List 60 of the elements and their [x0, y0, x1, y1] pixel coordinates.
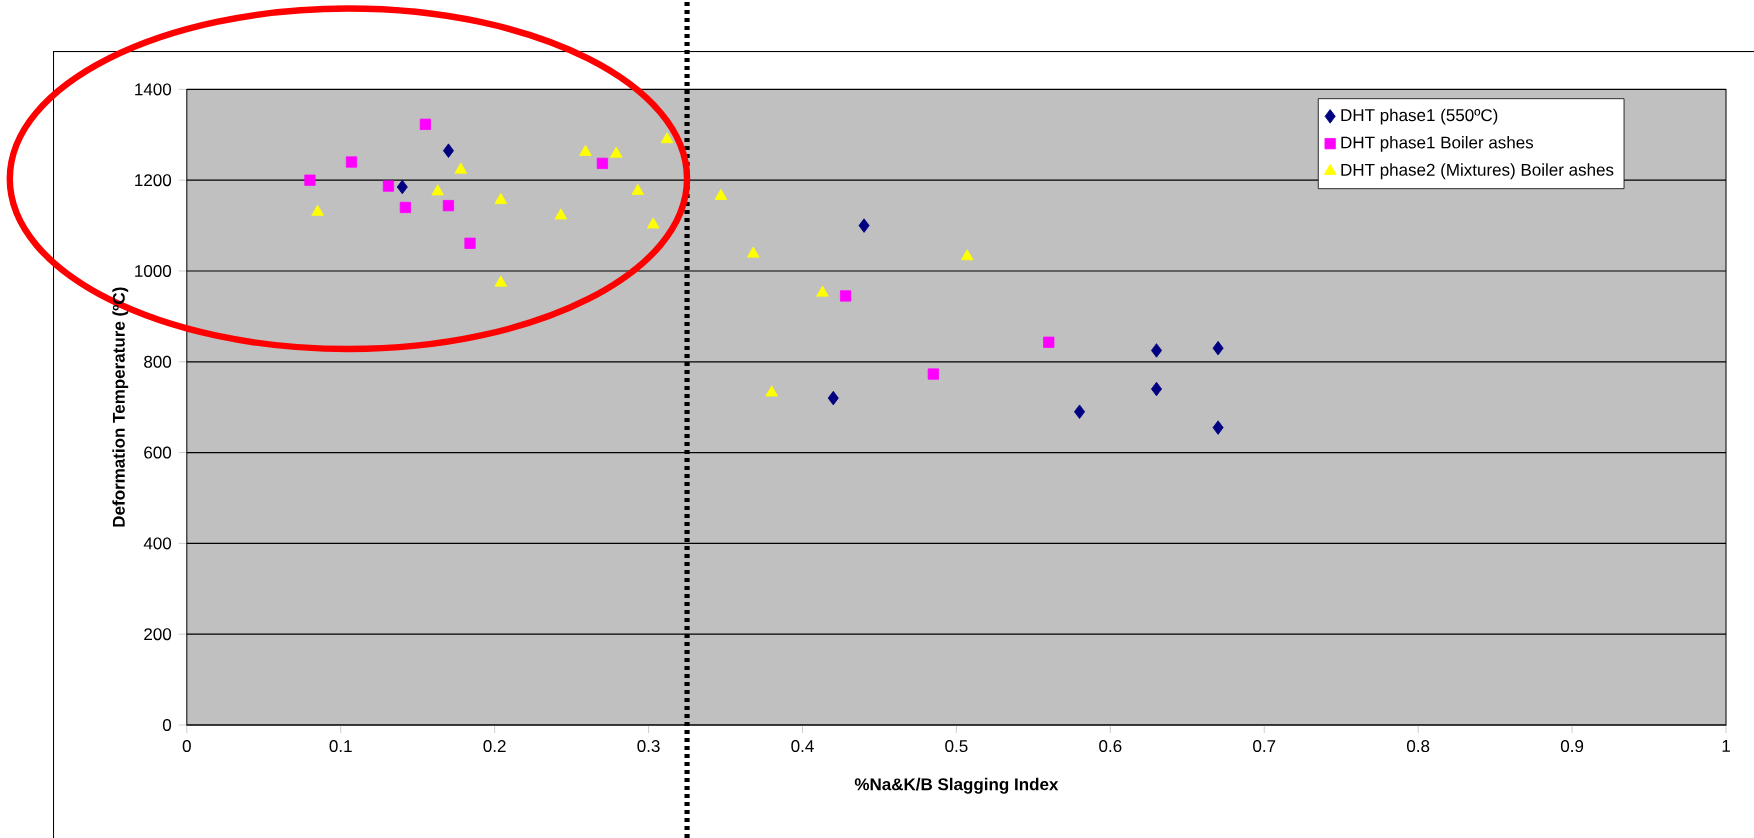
point — [1074, 404, 1086, 419]
point — [442, 143, 454, 158]
point — [419, 118, 431, 130]
point — [596, 157, 608, 169]
point — [714, 188, 728, 200]
point — [746, 246, 760, 258]
y-tick-label: 1200 — [135, 174, 172, 187]
point — [494, 275, 508, 287]
point — [646, 217, 660, 229]
point — [1212, 420, 1224, 435]
point — [827, 390, 839, 406]
point — [765, 385, 778, 397]
x-tick-label: 0.9 — [1560, 740, 1584, 753]
point — [454, 162, 468, 174]
point — [345, 156, 358, 168]
point — [1151, 343, 1163, 358]
point — [442, 200, 455, 212]
x-tick-label: 0.1 — [329, 740, 352, 753]
x-tick-label: 0.7 — [1253, 740, 1276, 753]
y-axis-title: Deformation Temperature (ºC) — [112, 287, 129, 527]
point — [1043, 336, 1055, 348]
x-tick-label: 0.2 — [483, 740, 506, 753]
point — [609, 146, 623, 158]
point — [579, 144, 592, 156]
point — [660, 132, 674, 144]
x-tick-label: 0.4 — [791, 740, 814, 753]
point — [554, 208, 568, 220]
x-tick-label: 0.3 — [637, 740, 660, 753]
legend-label: DHT phase1 Boiler ashes — [1341, 136, 1534, 152]
point — [927, 368, 939, 380]
y-tick-label: 800 — [144, 355, 172, 368]
y-tick-label: 200 — [144, 628, 172, 641]
point — [396, 179, 408, 195]
point — [1212, 340, 1224, 356]
x-axis-title: %Na&K/B Slagging Index — [854, 777, 1059, 794]
point — [431, 184, 444, 196]
point — [399, 201, 411, 214]
point — [382, 180, 395, 192]
legend-label: DHT phase1 (550ºC) — [1341, 108, 1498, 125]
point — [494, 192, 508, 204]
x-tick-label: 0.5 — [945, 740, 968, 753]
x-tick-label: 0 — [182, 740, 191, 753]
x-tick-label: 0.6 — [1099, 740, 1122, 753]
point — [858, 218, 870, 233]
y-tick-label: 1400 — [135, 83, 172, 96]
x-tick-label: 1 — [1722, 740, 1730, 752]
legend-label: DHT phase2 (Mixtures) Boiler ashes — [1341, 163, 1614, 180]
point — [311, 204, 324, 216]
x-tick-label: 0.8 — [1407, 740, 1430, 753]
point — [304, 174, 316, 186]
y-tick-label: 1000 — [135, 264, 172, 277]
point — [960, 249, 974, 261]
point — [839, 290, 852, 302]
point — [816, 285, 829, 297]
y-tick-label: 400 — [143, 537, 172, 550]
point — [631, 183, 645, 195]
y-tick-label: 0 — [162, 718, 172, 731]
y-tick-label: 600 — [144, 446, 172, 459]
point — [464, 237, 476, 249]
point — [1151, 381, 1163, 397]
